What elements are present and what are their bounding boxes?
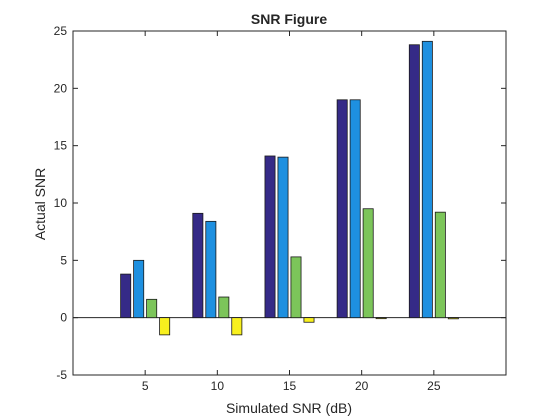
bar-series1-cat25 xyxy=(408,44,420,319)
bar-series1-cat15 xyxy=(264,155,276,319)
bar-series3-cat15 xyxy=(290,256,302,319)
y-tick-label: -5 xyxy=(56,368,67,382)
y-tick-label: 0 xyxy=(60,311,67,325)
bar-series2-cat20 xyxy=(349,99,361,319)
y-axis-label: Actual SNR xyxy=(32,168,48,240)
bar-series1-cat10 xyxy=(192,212,204,319)
bar-series2-cat10 xyxy=(205,220,217,319)
bar-series4-cat5 xyxy=(159,317,171,336)
bar-series3-cat10 xyxy=(218,296,230,319)
plot-area: -5 0 5 10 15 20 25 5 10 15 20 25 xyxy=(54,24,507,393)
bar-series2-cat25 xyxy=(421,40,433,319)
x-tick-label: 15 xyxy=(283,379,297,393)
bar-series3-cat20 xyxy=(362,208,374,319)
x-tick-label: 10 xyxy=(211,379,225,393)
y-tick-label: 15 xyxy=(54,139,68,153)
y-tick-label: 5 xyxy=(60,253,67,267)
bar-series4-cat10 xyxy=(231,317,243,336)
x-axis-label: Simulated SNR (dB) xyxy=(226,400,352,416)
bar-series3-cat5 xyxy=(146,298,158,319)
bar-series1-cat5 xyxy=(120,273,132,319)
plot-frame xyxy=(72,30,507,376)
x-tick-label: 5 xyxy=(142,379,149,393)
bar-series1-cat20 xyxy=(336,99,348,319)
y-tick-label: 20 xyxy=(54,81,68,95)
y-tick-label: 10 xyxy=(54,196,68,210)
bar-series4-cat25 xyxy=(447,317,459,320)
y-tick-label: 25 xyxy=(54,24,68,38)
bar-series4-cat20 xyxy=(375,317,387,320)
x-tick-label: 20 xyxy=(355,379,369,393)
bar-series2-cat15 xyxy=(277,156,289,319)
x-tick-label: 25 xyxy=(427,379,441,393)
bar-series2-cat5 xyxy=(133,259,145,319)
bar-series4-cat15 xyxy=(303,317,315,323)
chart-title: SNR Figure xyxy=(251,11,327,27)
bar-series3-cat25 xyxy=(434,211,446,319)
